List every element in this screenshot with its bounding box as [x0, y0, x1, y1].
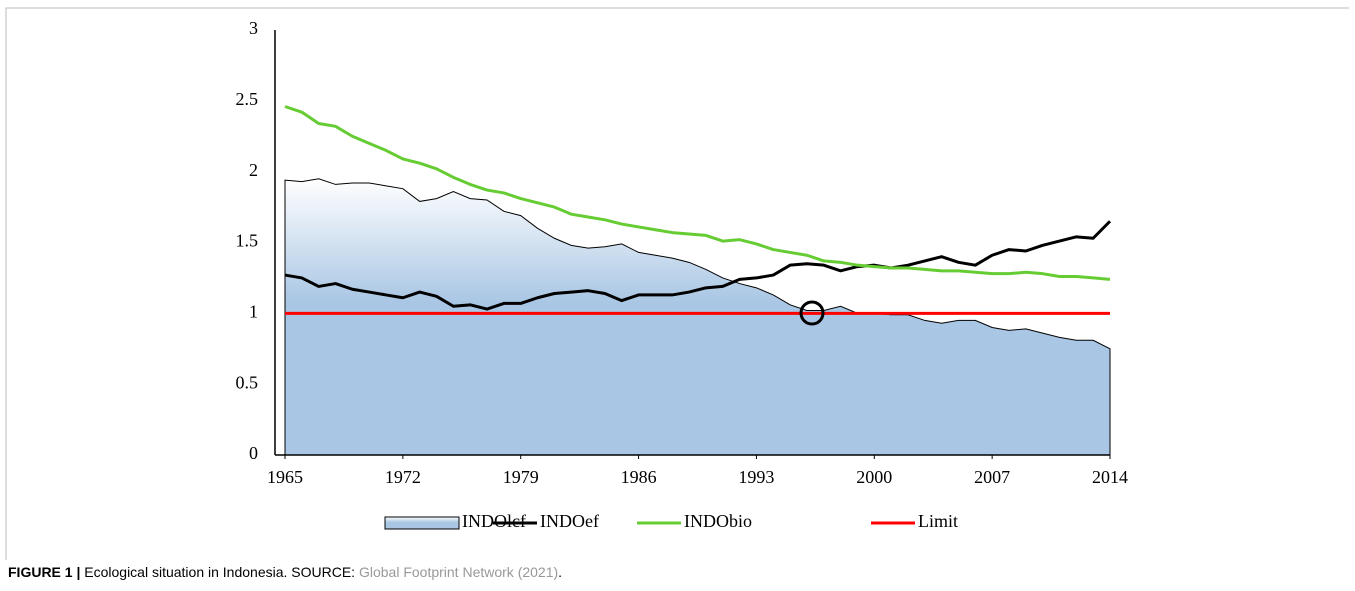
x-tick-label: 2014	[1092, 467, 1128, 487]
plot: 0 0.5 1 1.5 2 2.5 3 1965 1972 1979 1986 1993 2000 200…	[236, 18, 1129, 531]
x-tick-label: 1993	[738, 467, 774, 487]
x-tick-label: 1972	[385, 467, 421, 487]
legend-label: INDOlcf	[462, 511, 526, 531]
legend-label: INDObio	[684, 511, 752, 531]
caption-source[interactable]: Global Footprint Network (2021)	[359, 564, 558, 580]
area	[284, 178, 1111, 456]
caption: FIGURE 1 | Ecological situation in Indon…	[8, 564, 562, 580]
caption-end: .	[558, 564, 562, 580]
x-tick-label: 2000	[856, 467, 892, 487]
x-tick-label: 2007	[974, 467, 1010, 487]
y-tick-label: 2.5	[236, 89, 259, 109]
x-tick-label: 1965	[267, 467, 303, 487]
y-tick-label: 2	[249, 160, 258, 180]
y-tick-label: 0.5	[236, 372, 259, 392]
x-tick-label: 1979	[503, 467, 539, 487]
y-tick-label: 1	[249, 301, 258, 321]
line	[284, 220, 1112, 311]
legend-swatch	[384, 516, 460, 530]
figure-border	[5, 7, 1349, 560]
x-tick-label: 1986	[621, 467, 657, 487]
caption-label: FIGURE 1 |	[8, 564, 80, 580]
legend-label: INDOef	[540, 511, 599, 531]
line	[284, 105, 1111, 281]
y-tick-label: 1.5	[236, 231, 259, 251]
y-tick-label: 3	[249, 18, 258, 38]
y-tick-label: 0	[249, 443, 258, 463]
caption-text: Ecological situation in Indonesia. SOURC…	[84, 564, 355, 580]
crossing-annotation	[799, 300, 825, 326]
legend-label: Limit	[918, 511, 958, 531]
